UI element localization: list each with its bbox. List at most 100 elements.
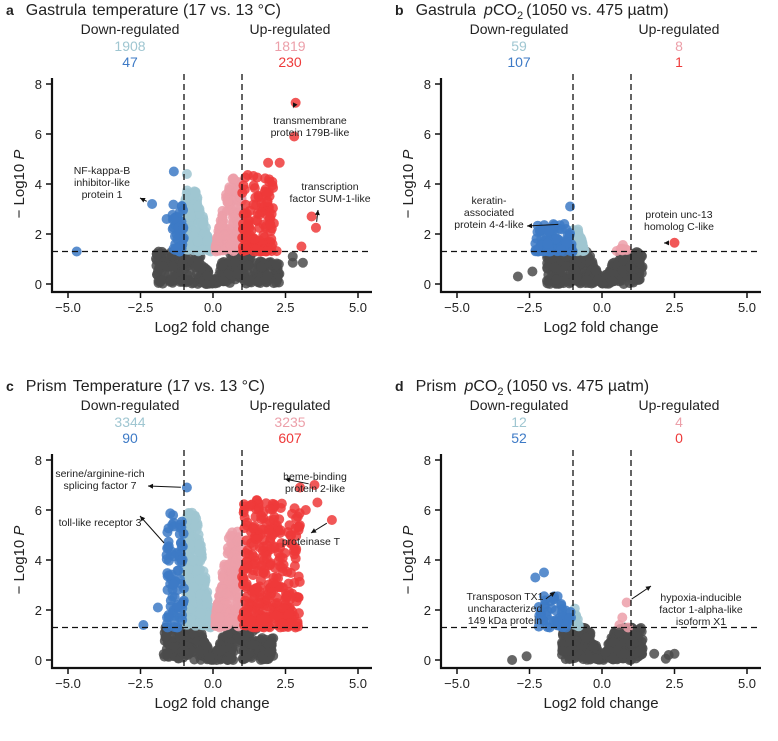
down-regulated-label: Down-regulated bbox=[81, 21, 180, 37]
up-count-light: 3235 bbox=[274, 414, 305, 430]
point-ns bbox=[267, 638, 277, 648]
point-ns bbox=[634, 646, 644, 656]
annotation-label: Transposon TX1 bbox=[466, 591, 543, 603]
point-up bbox=[265, 504, 275, 514]
y-axis-title-italic: P bbox=[400, 150, 417, 160]
point-down bbox=[172, 585, 182, 595]
point-up bbox=[266, 234, 276, 244]
up-count: 607 bbox=[278, 430, 302, 446]
point-up bbox=[249, 181, 259, 191]
point-down bbox=[169, 244, 179, 254]
point-down bbox=[562, 620, 572, 630]
annotation-arrow bbox=[140, 516, 164, 543]
point-up bbox=[248, 200, 258, 210]
arrowhead-icon bbox=[148, 484, 153, 489]
point-up-light bbox=[224, 617, 234, 627]
point-up bbox=[294, 522, 304, 532]
x-tick-label: −5.0 bbox=[444, 300, 470, 315]
point-up bbox=[243, 545, 253, 555]
y-axis-title: − Log10 P bbox=[400, 150, 417, 219]
down-count-light: 59 bbox=[511, 38, 527, 54]
point-down bbox=[530, 245, 540, 255]
point-up bbox=[253, 566, 263, 576]
up-count-light: 8 bbox=[675, 38, 683, 54]
annotation-label: transmembrane bbox=[273, 115, 347, 127]
y-tick-label: 4 bbox=[35, 177, 42, 192]
point-up-light bbox=[228, 173, 238, 183]
x-tick-label: 5.0 bbox=[738, 676, 756, 691]
point-down-light bbox=[194, 530, 204, 540]
point-ns bbox=[216, 646, 226, 656]
x-tick-label: 0.0 bbox=[593, 300, 611, 315]
point-down bbox=[164, 612, 174, 622]
point-up bbox=[240, 512, 250, 522]
point-ns bbox=[625, 262, 635, 272]
x-axis-title: Log2 fold change bbox=[154, 695, 269, 712]
point-up bbox=[242, 605, 252, 615]
down-count-light: 12 bbox=[511, 414, 527, 430]
point-up bbox=[311, 223, 321, 233]
point-ns bbox=[578, 654, 588, 664]
point-up bbox=[312, 498, 322, 508]
x-tick-label: 0.0 bbox=[204, 676, 222, 691]
annotation-label: toll-like receptor 3 bbox=[59, 517, 142, 529]
point-down-light bbox=[190, 187, 200, 197]
x-tick-label: −2.5 bbox=[128, 300, 154, 315]
up-count: 0 bbox=[675, 430, 683, 446]
point-up bbox=[260, 614, 270, 624]
point-ns bbox=[600, 647, 610, 657]
up-count-light: 4 bbox=[675, 414, 683, 430]
point-down-light bbox=[202, 593, 212, 603]
point-up-light bbox=[617, 245, 627, 255]
point-ns bbox=[582, 275, 592, 285]
point-up bbox=[265, 220, 275, 230]
point-down-light bbox=[193, 236, 203, 246]
point-down bbox=[549, 220, 559, 230]
point-down bbox=[178, 541, 188, 551]
point-down bbox=[169, 167, 179, 177]
y-tick-label: 6 bbox=[35, 503, 42, 518]
up-regulated-label: Up-regulated bbox=[639, 397, 720, 413]
down-count: 90 bbox=[122, 430, 138, 446]
point-ns bbox=[202, 641, 212, 651]
point-down bbox=[170, 231, 180, 241]
y-axis-title: − Log10 P bbox=[400, 526, 417, 595]
x-tick-label: 0.0 bbox=[204, 300, 222, 315]
down-count: 52 bbox=[511, 430, 527, 446]
point-down-light bbox=[192, 565, 202, 575]
point-ns bbox=[649, 649, 659, 659]
point-ns bbox=[163, 648, 173, 658]
point-up-light bbox=[622, 598, 632, 608]
down-regulated-label: Down-regulated bbox=[470, 397, 569, 413]
y-tick-label: 8 bbox=[35, 77, 42, 92]
panel-title-rest: (1050 vs. 475 µatm) bbox=[526, 2, 669, 19]
annotation-label: homolog C-like bbox=[644, 221, 714, 233]
point-down bbox=[543, 239, 553, 249]
point-down bbox=[153, 603, 163, 613]
point-ns bbox=[187, 278, 197, 288]
pco2-italic: p bbox=[483, 2, 493, 19]
point-down bbox=[539, 568, 549, 578]
point-ns bbox=[155, 276, 165, 286]
down-count: 107 bbox=[507, 54, 531, 70]
annotation-label: splicing factor 7 bbox=[64, 480, 137, 492]
point-ns bbox=[298, 258, 308, 268]
y-tick-label: 0 bbox=[35, 277, 42, 292]
point-down-light bbox=[193, 202, 203, 212]
point-up bbox=[291, 98, 301, 108]
annotation-label: hypoxia-inducible bbox=[660, 592, 741, 604]
point-up bbox=[245, 501, 255, 511]
point-ns bbox=[591, 266, 601, 276]
point-down bbox=[162, 550, 172, 560]
arrowhead-icon bbox=[645, 586, 651, 591]
point-up-light bbox=[224, 576, 234, 586]
point-up bbox=[255, 587, 265, 597]
point-ns bbox=[551, 275, 561, 285]
annotation: toll-like receptor 3 bbox=[59, 516, 164, 543]
